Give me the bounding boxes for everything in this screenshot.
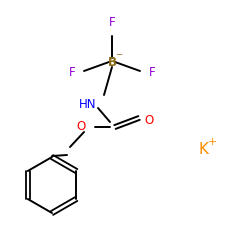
Text: O: O: [144, 114, 153, 126]
Text: HN: HN: [78, 98, 96, 112]
Text: O: O: [77, 120, 86, 134]
Text: F: F: [68, 66, 75, 78]
Text: B: B: [108, 56, 116, 68]
Text: F: F: [149, 66, 156, 78]
Text: −: −: [116, 50, 122, 59]
Text: +: +: [207, 137, 217, 147]
Text: K: K: [198, 142, 208, 158]
Text: F: F: [109, 16, 115, 29]
